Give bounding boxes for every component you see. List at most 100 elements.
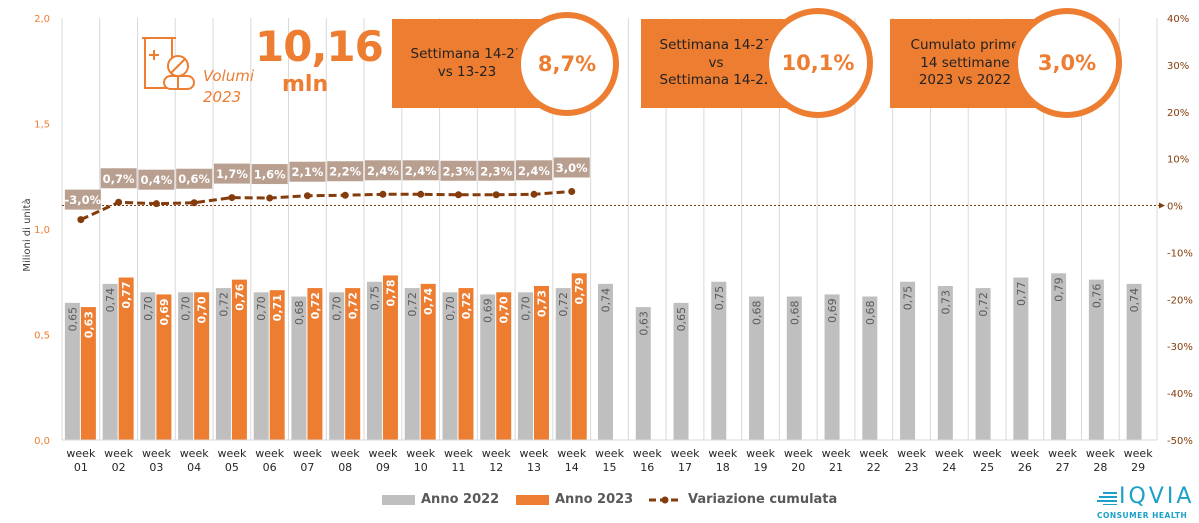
- bar-2022: [215, 288, 231, 440]
- bar-label-2022: 0,68: [293, 301, 306, 326]
- bar-2023: [571, 273, 587, 440]
- bar-label-2022: 0,76: [1090, 284, 1103, 309]
- x-tick-label: week 23: [897, 447, 927, 474]
- bar-label-2022: 0,65: [675, 307, 688, 332]
- bar-2022: [329, 292, 345, 440]
- bar-label-2022: 0,65: [66, 307, 79, 332]
- bar-2022: [673, 302, 689, 440]
- y2-tick-label: 10%: [1167, 155, 1189, 166]
- y2-tick-label: 20%: [1167, 108, 1189, 119]
- cumulative-label-box: [64, 189, 101, 210]
- bar-2022: [404, 288, 420, 440]
- bar-2022: [555, 288, 571, 440]
- kpi-label-line: vs: [708, 54, 724, 71]
- legend-swatch-2022: [382, 494, 415, 505]
- cumulative-label: 2,3%: [443, 164, 475, 178]
- cumulative-point: [492, 191, 500, 199]
- cumulative-label-box: [213, 163, 250, 184]
- cumulative-label-box: [251, 164, 288, 185]
- y-tick-label: 1,0: [34, 225, 50, 236]
- bar-2022: [178, 292, 194, 440]
- bar-2022: [1013, 277, 1029, 440]
- cumulative-label-box: [138, 169, 175, 190]
- bar-2023: [496, 292, 512, 440]
- bar-2022: [140, 292, 156, 440]
- cumulative-label-box: [478, 160, 515, 181]
- bar-label-2022: 0,70: [180, 296, 193, 321]
- x-tick-label: week 18: [708, 447, 738, 474]
- bar-2022: [900, 281, 916, 440]
- cumulative-point: [454, 191, 462, 199]
- bar-2022: [786, 296, 802, 440]
- x-tick-label: week 17: [671, 447, 701, 474]
- bar-label-2022: 0,74: [104, 288, 117, 313]
- kpi-label-line: Settimana 14-23: [410, 45, 524, 62]
- right-axis: -50% -40% -30% -20% -10% 0% 10% 20% 30% 40%: [1156, 14, 1193, 447]
- logo-name: IQVIA: [1119, 484, 1195, 509]
- x-tick-label: week 09: [368, 447, 398, 474]
- bar-2023: [118, 277, 134, 440]
- bar-2023: [269, 290, 285, 440]
- x-tick-label: week 04: [180, 447, 210, 474]
- bar-2022: [517, 292, 533, 440]
- bar-label-2022: 0,74: [600, 288, 613, 313]
- cumulative-label: 2,4%: [405, 164, 437, 178]
- cumulative-point: [77, 216, 85, 224]
- cumulative-label: -3,0%: [65, 193, 102, 207]
- cumulative-label: 0,7%: [103, 172, 135, 186]
- kpi-label-line: Settimana 14-22: [659, 72, 773, 89]
- bar-label-2022: 0,70: [255, 296, 268, 321]
- bar-2022: [1051, 273, 1067, 440]
- cumulative-label: 2,3%: [480, 164, 512, 178]
- x-tick-label: week 03: [142, 447, 172, 474]
- bar-label-2022: 0,72: [217, 292, 230, 317]
- bar-label-2022: 0,70: [331, 296, 344, 321]
- iqvia-logo-mark-icon: [1097, 492, 1117, 505]
- zero-line-arrow-icon: [1159, 202, 1165, 209]
- volume-unit: mln: [282, 72, 329, 97]
- cumulative-point: [228, 194, 236, 202]
- cumulative-label-box: [176, 168, 213, 189]
- bar-label-2022: 0,72: [406, 292, 419, 317]
- bar-2023: [420, 283, 436, 440]
- volume-label: Volumi 2023: [203, 66, 254, 108]
- cumulative-label-box: [440, 160, 477, 181]
- bar-2022: [366, 281, 382, 440]
- cumulative-label-box: [515, 160, 552, 181]
- y2-tick-label: -20%: [1167, 295, 1193, 306]
- cumulative-labels: -3,0%0,7% 0,4% 0,6% 1,7% 1,6% 2,1% 2,2% 2,4% 2,4…: [64, 157, 590, 210]
- x-tick-label: week 14: [557, 447, 587, 474]
- y-tick-label: 2,0: [34, 14, 50, 25]
- x-tick-label: week 29: [1124, 447, 1154, 474]
- bar-label-2023: 0,77: [120, 282, 133, 309]
- cumulative-point: [530, 190, 538, 198]
- bar-label-2022: 0,72: [977, 292, 990, 317]
- kpi-label-line: Cumulato prime: [910, 37, 1020, 54]
- cumulative-line-path: [80, 189, 572, 221]
- legend-label: Anno 2022: [421, 492, 500, 507]
- x-tick-label: week 08: [331, 447, 361, 474]
- legend-item-2022: Anno 2022: [382, 492, 499, 507]
- bar-2022: [1088, 279, 1104, 440]
- bar-label-2023: 0,70: [196, 296, 209, 323]
- kpi-week-vs-lastyear-value: 10,1%: [763, 8, 873, 118]
- bar-label-2023: 0,70: [498, 296, 511, 323]
- bar-2022: [598, 283, 613, 440]
- x-tick-label: week 05: [217, 447, 247, 474]
- bar-2023: [382, 275, 398, 440]
- cumulative-point: [417, 190, 425, 198]
- bar-label-2022: 0,73: [939, 290, 952, 315]
- bar-2023: [80, 307, 96, 440]
- x-tick-label: week 20: [784, 447, 814, 474]
- y-tick-label: 0,0: [34, 436, 50, 447]
- legend-label: Variazione cumulata: [688, 492, 838, 507]
- bar-label-2023: 0,78: [384, 279, 397, 306]
- bar-2022: [442, 292, 458, 440]
- cumulative-line: [77, 187, 576, 224]
- bar-label-2023: 0,74: [422, 288, 435, 315]
- bar-label-2023: 0,73: [535, 290, 548, 317]
- cumulative-point: [115, 198, 123, 206]
- volume-label-line1: Volumi: [203, 67, 255, 85]
- cumulative-label-box: [402, 160, 439, 181]
